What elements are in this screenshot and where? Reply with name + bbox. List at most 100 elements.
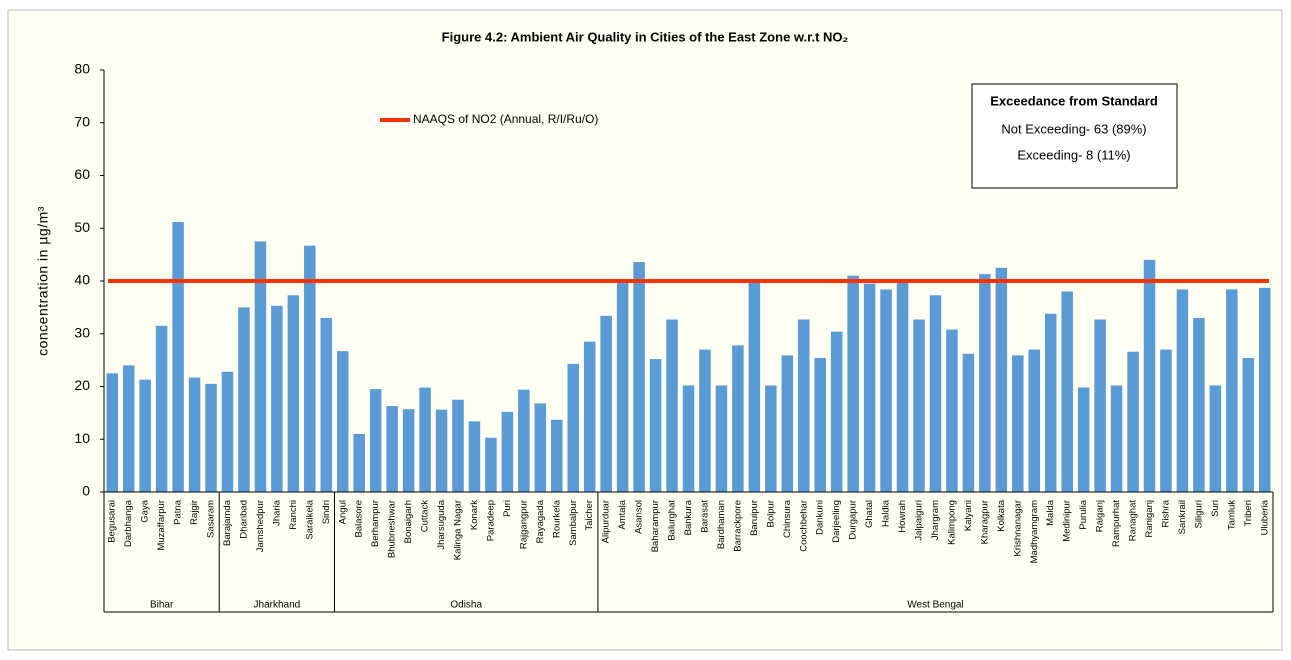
x-tick-label: Malda — [1045, 499, 1056, 526]
bar — [534, 403, 547, 492]
annotation-title: Exceedance from Standard — [990, 93, 1158, 108]
annotation-line: Exceeding- 8 (11%) — [1017, 147, 1130, 162]
x-tick-label: Puri — [502, 500, 513, 517]
x-tick-label: Kolkata — [996, 499, 1007, 531]
x-tick-label: Sasaram — [206, 500, 217, 538]
bar — [336, 351, 349, 492]
bar — [205, 383, 217, 492]
chart-title: Figure 4.2: Ambient Air Quality in Citie… — [442, 29, 849, 44]
x-tick-label: Rishra — [1160, 499, 1171, 527]
x-tick-label: Berhampur — [370, 500, 381, 547]
x-tick-label: Medinipur — [1062, 500, 1073, 542]
bar — [600, 315, 612, 492]
bar — [633, 262, 645, 492]
x-tick-label: Darbhanga — [123, 499, 134, 547]
x-tick-label: Triberi — [1243, 500, 1254, 527]
bar — [1127, 351, 1139, 492]
x-tick-label: Barasat — [699, 500, 710, 533]
x-tick-label: Suri — [1210, 500, 1221, 517]
x-tick-label: Kalimpong — [946, 500, 957, 545]
x-tick-label: Haldia — [881, 499, 892, 527]
x-tick-label: Rajgangpur — [518, 500, 529, 549]
bar — [1226, 289, 1238, 492]
x-tick-label: Darjeeling — [831, 500, 842, 543]
x-tick-label: Jharia — [271, 499, 282, 526]
x-tick-label: Dhanbad — [238, 500, 249, 539]
bar — [929, 295, 942, 492]
bar — [1259, 287, 1271, 492]
x-tick-label: Sankrail — [1177, 500, 1188, 534]
bar — [485, 437, 497, 492]
bar — [995, 267, 1008, 492]
bar — [468, 421, 481, 492]
bar — [1242, 358, 1255, 492]
bar — [765, 385, 777, 492]
bar — [1061, 291, 1073, 492]
bar — [172, 221, 184, 493]
y-tick-label: 20 — [74, 377, 90, 393]
y-axis-label: concentration in µg/m³ — [35, 206, 51, 356]
x-tick-label: Kharagpur — [979, 500, 990, 544]
group-label: Odisha — [450, 600, 482, 611]
legend-label: NAAQS of NO2 (Annual, R/I/Ru/O) — [413, 112, 598, 126]
x-tick-label: Dankuni — [815, 500, 826, 535]
bar — [1028, 349, 1041, 492]
x-tick-label: Jalpaiguri — [914, 500, 925, 541]
bar — [320, 317, 333, 492]
bar — [386, 406, 398, 492]
bar — [1077, 387, 1090, 492]
x-tick-label: Ghatal — [864, 500, 875, 528]
x-tick-label: Chinsura — [782, 499, 793, 538]
bar — [551, 419, 563, 492]
bar — [732, 345, 744, 492]
bar — [369, 389, 382, 492]
bar — [106, 373, 118, 492]
bar — [271, 305, 283, 492]
bar — [1012, 355, 1024, 492]
bar — [863, 283, 876, 492]
x-tick-label: Krishnanagar — [1012, 500, 1023, 557]
x-tick-label: Konark — [469, 500, 480, 530]
x-tick-label: Howrah — [897, 500, 908, 533]
x-tick-label: Siliguri — [1193, 500, 1204, 529]
y-tick-label: 10 — [74, 430, 90, 446]
x-tick-label: Sambalpur — [568, 500, 579, 546]
y-tick-label: 40 — [74, 272, 90, 288]
x-tick-label: Rajgir — [189, 500, 200, 525]
bar — [518, 389, 530, 492]
bar — [1209, 385, 1222, 492]
bar — [304, 245, 316, 492]
bar — [880, 289, 892, 492]
x-tick-label: Asansol — [634, 500, 645, 534]
x-tick-label: Barajamda — [222, 499, 233, 546]
bar — [666, 319, 678, 492]
bar — [781, 355, 794, 492]
bar — [913, 319, 925, 492]
bar — [583, 341, 596, 492]
x-tick-label: Angul — [337, 500, 348, 524]
bar — [847, 275, 859, 492]
x-tick-label: Baruipur — [749, 500, 760, 536]
x-tick-label: Uluberia — [1259, 499, 1270, 535]
bar — [979, 274, 991, 492]
x-tick-label: Coochbehar — [798, 500, 809, 552]
x-tick-label: Cuttack — [420, 500, 431, 532]
annotation-box — [971, 83, 1178, 189]
annotation-line: Not Exceeding- 63 (89%) — [1001, 121, 1146, 136]
bar — [1193, 317, 1205, 492]
x-tick-label: Bolpur — [765, 500, 776, 527]
x-tick-label: Gaya — [140, 499, 151, 522]
x-tick-label: Amtala — [617, 499, 628, 529]
bar — [814, 358, 826, 492]
bar — [567, 363, 580, 492]
bar — [221, 371, 234, 492]
bar — [254, 241, 267, 492]
x-tick-label: Alipurduar — [601, 500, 612, 543]
bar — [402, 409, 415, 492]
x-tick-label: Purulia — [1078, 499, 1089, 529]
x-tick-label: Bankura — [683, 499, 694, 535]
x-tick-label: Barrackpore — [732, 500, 743, 552]
bar — [896, 281, 909, 492]
x-tick-label: Jharsuguda — [436, 499, 447, 549]
bar — [649, 359, 662, 492]
